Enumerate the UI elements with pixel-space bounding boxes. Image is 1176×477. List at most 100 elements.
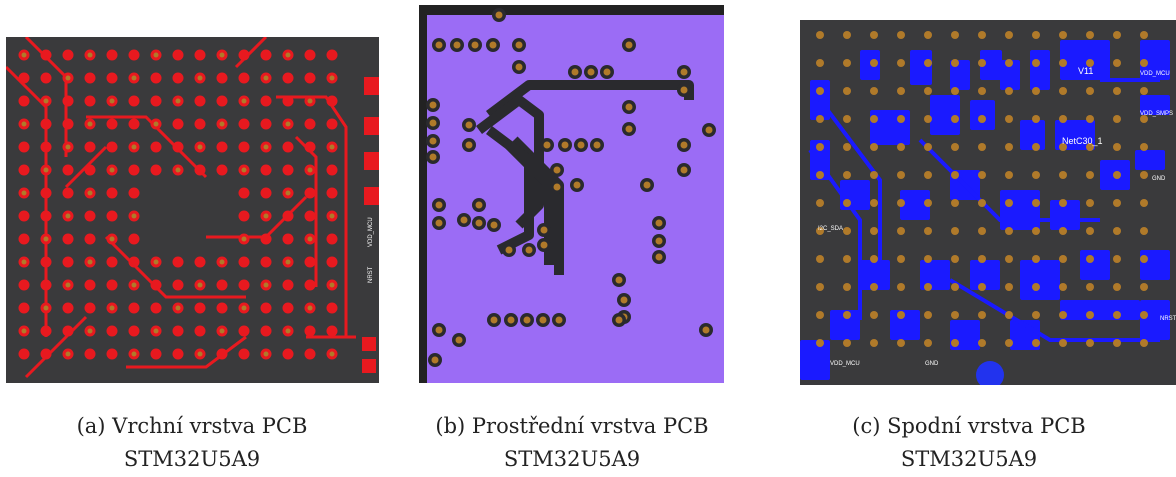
copper-pad <box>40 141 52 153</box>
via <box>978 199 986 207</box>
copper-pad <box>304 256 316 268</box>
copper-pad <box>172 141 184 153</box>
via <box>21 52 27 58</box>
copper-pad <box>326 118 338 130</box>
via <box>43 167 49 173</box>
via <box>87 121 93 127</box>
via <box>1005 59 1013 67</box>
copper-pad <box>128 302 140 314</box>
via <box>897 143 905 151</box>
copper-trace <box>104 235 246 299</box>
via <box>109 98 115 104</box>
panel-bottom-layer: V11 VDD_MCU VDD_SMPS NetC30_1 GND I2C_SDA VDD_… <box>800 20 1176 385</box>
via <box>978 171 986 179</box>
via <box>429 153 437 161</box>
copper-pour <box>1030 50 1050 90</box>
copper-pad <box>216 164 228 176</box>
via <box>561 141 569 149</box>
via <box>924 199 932 207</box>
via <box>897 31 905 39</box>
via <box>951 143 959 151</box>
copper-pad <box>128 164 140 176</box>
via <box>897 59 905 67</box>
via <box>1032 311 1040 319</box>
copper-pad <box>128 118 140 130</box>
via <box>897 339 905 347</box>
via <box>43 305 49 311</box>
via <box>978 31 986 39</box>
copper-trace <box>808 148 862 320</box>
via <box>924 31 932 39</box>
via <box>87 190 93 196</box>
via <box>870 87 878 95</box>
copper-pour <box>980 50 1002 80</box>
copper-pad <box>172 49 184 61</box>
copper-pad <box>304 72 316 84</box>
via <box>65 144 71 150</box>
copper-pad <box>304 49 316 61</box>
via <box>65 213 71 219</box>
label-v11: V11 <box>1078 66 1093 76</box>
via <box>329 351 335 357</box>
copper-pad <box>106 348 118 360</box>
via <box>21 328 27 334</box>
copper-pad <box>326 325 338 337</box>
via <box>1113 115 1121 123</box>
via <box>1113 311 1121 319</box>
via <box>465 121 473 129</box>
via <box>197 75 203 81</box>
copper-pad <box>128 256 140 268</box>
copper-pad <box>238 348 250 360</box>
copper-pour <box>870 110 910 145</box>
copper-pad <box>84 210 96 222</box>
via <box>1032 87 1040 95</box>
copper-pour <box>1060 40 1110 80</box>
via <box>951 339 959 347</box>
via <box>1113 143 1121 151</box>
via <box>1005 283 1013 291</box>
copper-pad <box>106 141 118 153</box>
copper-pad <box>326 187 338 199</box>
pcb-bottom-layer-image: V11 VDD_MCU VDD_SMPS NetC30_1 GND I2C_SDA VDD_… <box>800 20 1176 385</box>
via <box>555 316 563 324</box>
copper-pad <box>150 95 162 107</box>
copper-pad <box>150 348 162 360</box>
panel-middle-layer <box>419 5 724 383</box>
copper-pad <box>106 118 118 130</box>
via <box>1086 87 1094 95</box>
copper-pad <box>172 118 184 130</box>
copper-pour <box>800 340 830 380</box>
via <box>507 316 515 324</box>
via <box>951 31 959 39</box>
copper-pad <box>172 325 184 337</box>
copper-pour <box>1060 300 1140 320</box>
via <box>951 171 959 179</box>
copper-pad <box>282 141 294 153</box>
via <box>1032 59 1040 67</box>
via <box>924 115 932 123</box>
copper-pad <box>106 210 118 222</box>
copper-pad <box>326 164 338 176</box>
copper-pad <box>282 210 294 222</box>
via <box>435 201 443 209</box>
copper-pour <box>1080 250 1110 280</box>
via <box>1113 339 1121 347</box>
via <box>1113 283 1121 291</box>
caption-b: (b) Prostřední vrstva PCB STM32U5A9 <box>392 410 752 476</box>
via <box>435 219 443 227</box>
copper-pad <box>84 302 96 314</box>
copper-pad <box>216 95 228 107</box>
via <box>475 201 483 209</box>
via <box>329 213 335 219</box>
via <box>1113 59 1121 67</box>
copper-pad <box>194 164 206 176</box>
via <box>577 141 585 149</box>
via <box>1059 227 1067 235</box>
via <box>197 282 203 288</box>
copper-pad <box>84 164 96 176</box>
via <box>1059 311 1067 319</box>
via <box>1059 339 1067 347</box>
via <box>307 98 313 104</box>
via <box>65 75 71 81</box>
via <box>843 339 851 347</box>
